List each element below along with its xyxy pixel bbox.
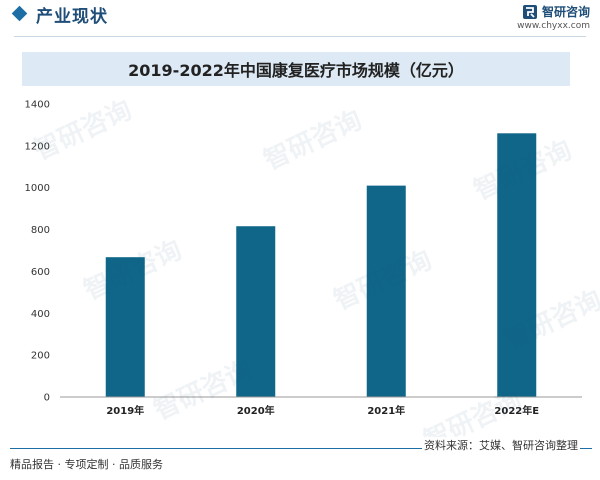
source-note: 资料来源：艾媒、智研咨询整理 [422,437,580,453]
bar [497,133,537,398]
bar [236,226,276,397]
bars [105,133,537,398]
y-tick-label: 400 [31,309,50,320]
y-axis-ticks: 0 200 400 600 800 1000 1200 1400 [25,100,50,404]
chart-title-band: 2019-2022年中国康复医疗市场规模（亿元） [22,52,570,86]
y-tick-label: 600 [31,267,50,278]
x-tick-label: 2020年 [237,404,275,417]
y-tick-label: 1000 [25,183,50,194]
bar [366,185,406,397]
y-tick-label: 800 [31,225,50,236]
brand-url: www.chyxx.com [517,21,590,31]
header-divider [14,36,586,37]
brand-name: 智研咨询 [541,5,590,19]
header: 产业现状 智研咨询 www.chyxx.com [0,0,600,36]
footer-slogan: 精品报告 · 专项定制 · 品质服务 [10,458,163,471]
x-tick-label: 2021年 [367,404,405,417]
x-tick-label: 2019年 [106,404,144,417]
y-tick-label: 1200 [25,141,50,152]
y-tick-label: 200 [31,351,50,362]
footer-divider [10,448,592,449]
section-title: 产业现状 [36,7,108,27]
bar [105,257,145,397]
brand: 智研咨询 www.chyxx.com [517,3,590,31]
y-tick-label: 1400 [25,100,50,111]
x-tick-label: 2022年E [494,404,539,417]
y-tick-label: 0 [44,393,50,404]
x-axis-labels: 2019年 2020年 2021年 2022年E [106,404,539,417]
chart-title: 2019-2022年中国康复医疗市场规模（亿元） [128,61,464,80]
brand-logo-icon [522,4,537,19]
